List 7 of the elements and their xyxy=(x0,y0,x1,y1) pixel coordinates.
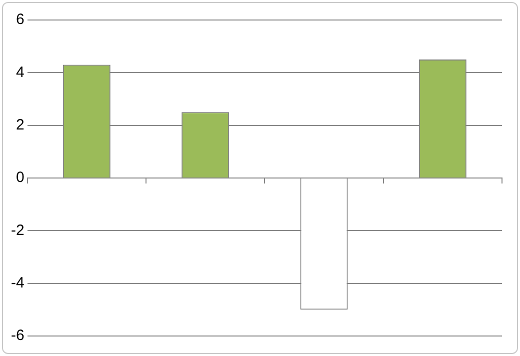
y-tick-label: 0 xyxy=(16,169,24,186)
y-tick-label: -4 xyxy=(10,274,24,292)
y-tick-label: 6 xyxy=(16,11,24,28)
y-tick-label: -6 xyxy=(10,327,24,344)
y-tick-label: -2 xyxy=(10,222,24,239)
y-tick-label: 2 xyxy=(16,116,24,134)
y-tick-label: 4 xyxy=(16,64,24,81)
